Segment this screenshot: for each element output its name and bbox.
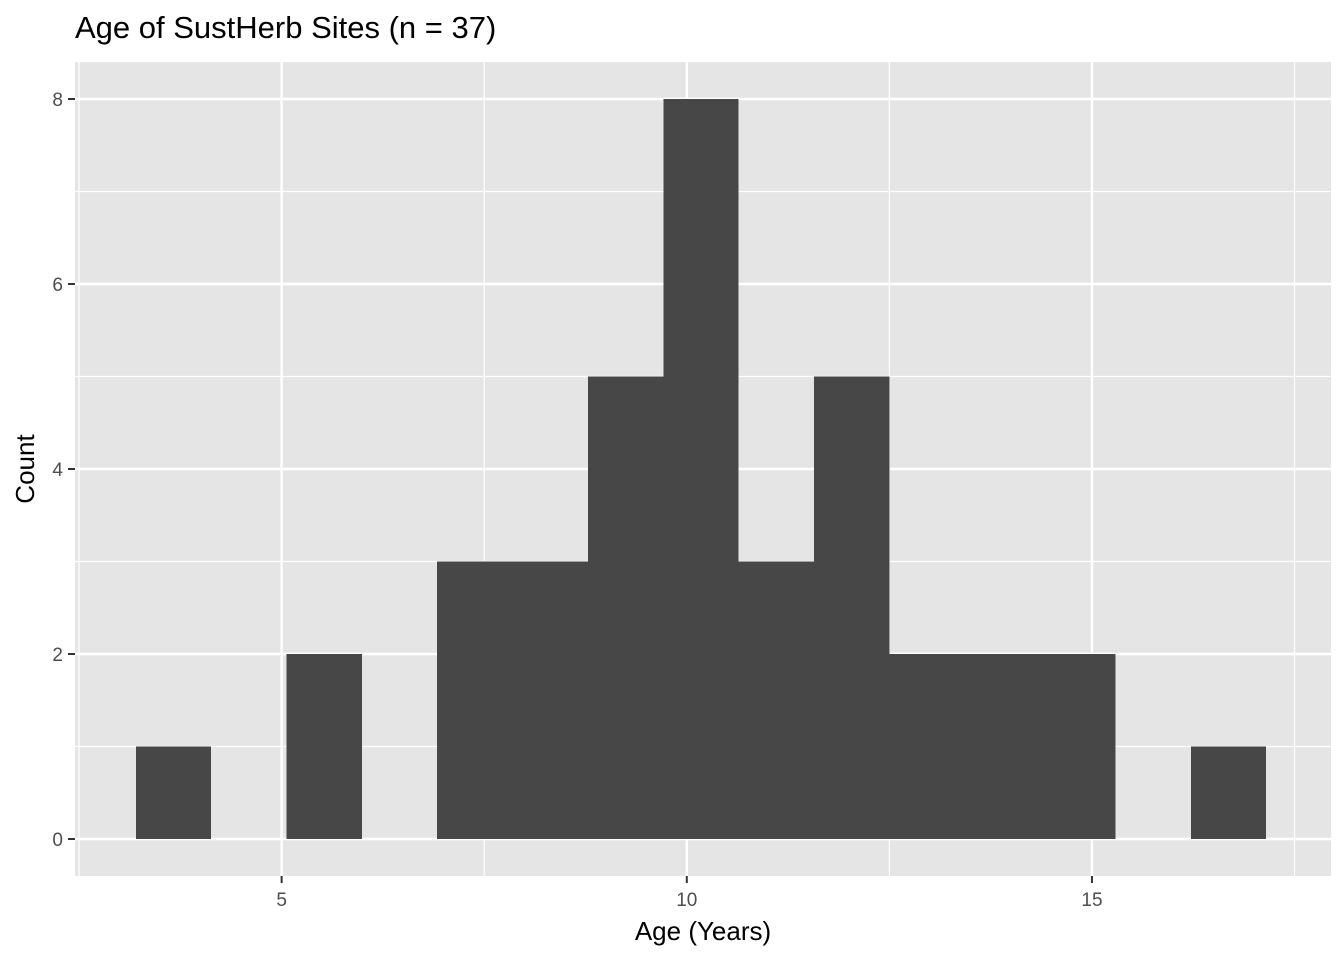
histogram-bar bbox=[587, 376, 664, 839]
histogram-bar bbox=[889, 654, 965, 839]
histogram-bar bbox=[1190, 746, 1267, 839]
histogram-bar bbox=[512, 561, 588, 839]
histogram-bar bbox=[738, 561, 815, 839]
x-tick-label: 5 bbox=[276, 890, 287, 911]
histogram-bar bbox=[286, 654, 362, 839]
histogram-bar bbox=[814, 376, 890, 839]
y-tick-label: 4 bbox=[52, 460, 63, 481]
chart-title: Age of SustHerb Sites (n = 37) bbox=[75, 10, 496, 45]
y-axis-title: Count bbox=[10, 434, 40, 504]
histogram-bar bbox=[663, 99, 739, 839]
histogram-bar bbox=[135, 746, 212, 839]
histogram-bar bbox=[437, 561, 513, 839]
x-axis: 5 10 15 bbox=[276, 876, 1103, 911]
y-tick-label: 6 bbox=[52, 275, 63, 296]
y-tick-label: 0 bbox=[52, 830, 63, 851]
x-tick-label: 15 bbox=[1081, 890, 1102, 911]
x-axis-title: Age (Years) bbox=[635, 916, 771, 946]
histogram-bar bbox=[1040, 654, 1116, 839]
y-tick-label: 2 bbox=[52, 645, 63, 666]
y-tick-label: 8 bbox=[52, 90, 63, 111]
y-axis: 0 2 4 6 8 bbox=[52, 90, 75, 851]
histogram-bars bbox=[135, 99, 1267, 839]
histogram-bar bbox=[964, 654, 1041, 839]
x-tick-label: 10 bbox=[676, 890, 697, 911]
